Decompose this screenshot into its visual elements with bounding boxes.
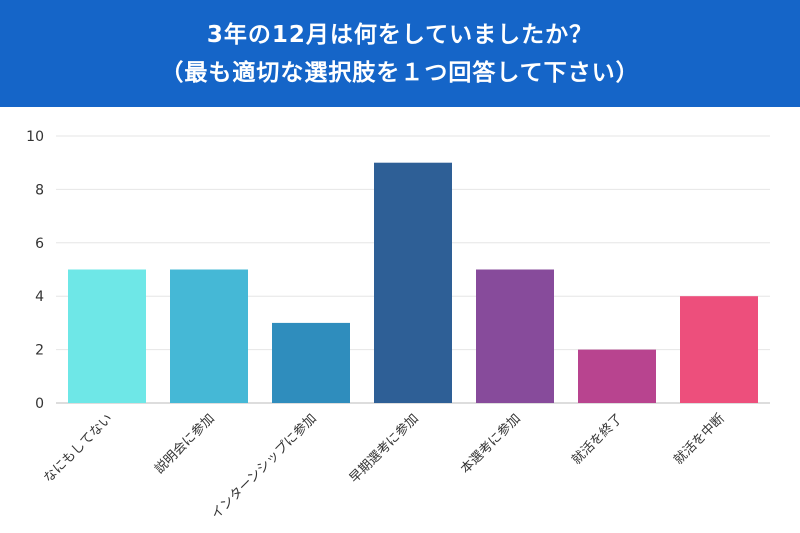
x-category-label: 本選考に参加 <box>457 411 523 477</box>
x-category-label: インターンシップに参加 <box>208 411 320 523</box>
bar <box>476 269 554 403</box>
bar <box>170 269 248 403</box>
bar <box>272 322 350 403</box>
question-header: 3年の12月は何をしていましたか？ （最も適切な選択肢を１つ回答して下さい） <box>0 0 800 107</box>
y-tick-label: 2 <box>35 343 44 359</box>
bar <box>68 269 146 403</box>
x-category-label: なにもしてない <box>41 411 116 486</box>
y-tick-label: 0 <box>35 396 44 412</box>
bar <box>578 349 656 403</box>
bar <box>680 296 758 403</box>
x-category-label: 説明会に参加 <box>151 411 217 477</box>
y-tick-label: 10 <box>26 129 44 145</box>
bar <box>374 162 452 403</box>
question-instruction: （最も適切な選択肢を１つ回答して下さい） <box>160 60 640 86</box>
y-tick-label: 4 <box>35 289 44 305</box>
x-category-label: 就活を終了 <box>569 411 626 468</box>
x-category-label: 早期選考に参加 <box>346 411 422 487</box>
question-title: 3年の12月は何をしていましたか？ <box>206 22 594 48</box>
x-category-label: 就活を中断 <box>671 411 728 468</box>
y-tick-label: 6 <box>35 236 44 252</box>
y-tick-label: 8 <box>35 182 44 198</box>
